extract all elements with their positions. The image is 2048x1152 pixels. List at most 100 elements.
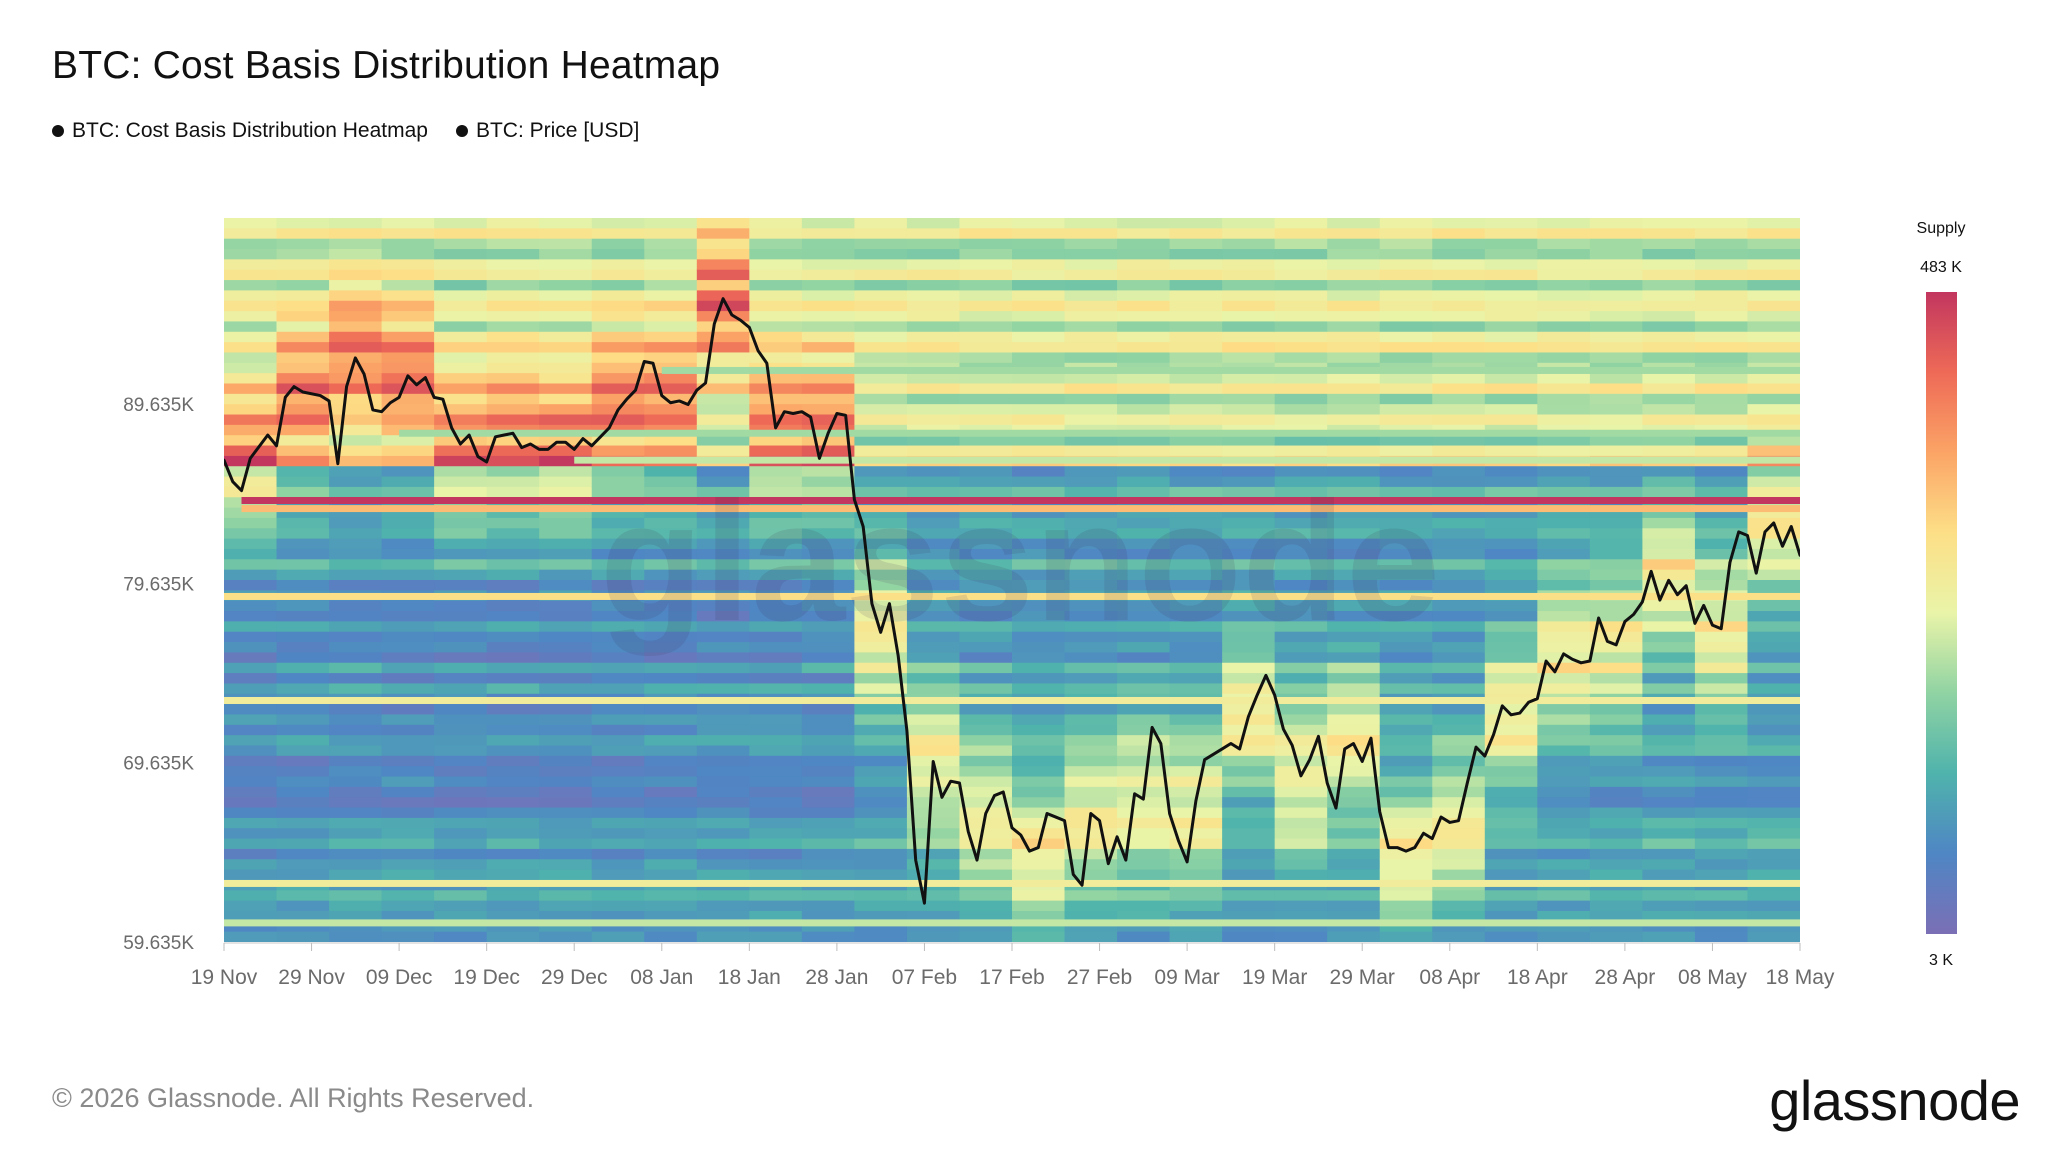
heatmap-cell <box>276 724 330 736</box>
heatmap-cell <box>801 228 855 240</box>
heatmap-cell <box>1222 683 1276 695</box>
heatmap-cell <box>539 817 593 829</box>
heatmap-cell <box>1222 383 1276 395</box>
heatmap-cell <box>329 311 383 323</box>
heatmap-cell <box>749 321 803 333</box>
heatmap-cell <box>434 704 488 716</box>
heatmap-cell <box>644 662 698 674</box>
heatmap-cell <box>644 517 698 529</box>
legend-item-heatmap[interactable]: BTC: Cost Basis Distribution Heatmap <box>52 119 428 143</box>
price-line[interactable] <box>224 297 1800 905</box>
heatmap-cell <box>591 218 645 229</box>
heatmap-cell <box>1222 559 1276 571</box>
heatmap-cell <box>1117 517 1171 529</box>
heatmap-cell <box>1117 921 1171 933</box>
heatmap-cell <box>1537 580 1591 591</box>
heatmap-cell <box>591 300 645 312</box>
heatmap-cell <box>1169 414 1223 426</box>
heatmap-cell <box>1117 910 1171 922</box>
heatmap-cell <box>854 714 908 726</box>
heatmap-cell <box>1327 249 1381 260</box>
heatmap-cell <box>1274 486 1328 498</box>
heatmap-cell <box>1747 414 1800 426</box>
heatmap-cell <box>1117 528 1171 540</box>
heatmap-cell <box>486 393 540 405</box>
heatmap-cell <box>644 249 698 260</box>
heatmap-cell <box>1169 269 1223 281</box>
heatmap-cell <box>1379 259 1433 271</box>
heatmap-cell <box>1222 404 1276 416</box>
heatmap-cell <box>276 735 330 747</box>
heatmap-cell <box>486 538 540 550</box>
heatmap-cell <box>1064 559 1118 571</box>
heatmap-cell <box>276 435 330 447</box>
heatmap-cell <box>801 528 855 540</box>
heatmap-cell <box>1432 776 1486 788</box>
heatmap-cell <box>1169 838 1223 850</box>
heatmap-cell <box>329 621 383 633</box>
heatmap-cell <box>1642 817 1696 829</box>
heatmap-cell <box>1537 900 1591 912</box>
heatmap-cell <box>539 269 593 281</box>
heatmap-cell <box>329 486 383 498</box>
heatmap-cell <box>224 228 278 240</box>
heatmap-cell <box>1642 621 1696 633</box>
heatmap-cell <box>1117 466 1171 478</box>
heatmap-cell <box>1694 238 1749 250</box>
heatmap-cell <box>1117 766 1171 778</box>
heatmap-cell <box>1169 300 1223 312</box>
heatmap-cell <box>749 714 803 726</box>
heatmap-cell <box>1747 714 1800 726</box>
heatmap-cell <box>801 445 855 457</box>
heatmap-cell <box>224 859 278 871</box>
heatmap-cell <box>959 528 1013 540</box>
heatmap-cell <box>696 600 750 612</box>
heatmap-cell <box>1432 373 1486 385</box>
heatmap-cell <box>1169 611 1223 622</box>
heatmap-cell <box>696 900 750 912</box>
x-tick-label: 28 Jan <box>805 966 868 989</box>
heatmap-cell <box>381 528 435 540</box>
heatmap-cell <box>1484 342 1538 354</box>
legend-item-price[interactable]: BTC: Price [USD] <box>455 119 639 143</box>
heatmap-cell <box>1642 580 1696 591</box>
heatmap-cell <box>1589 600 1643 612</box>
heatmap-cell <box>749 445 803 457</box>
heatmap-cell <box>1432 611 1486 622</box>
heatmap-cell <box>381 931 435 942</box>
heatmap-cell <box>696 828 750 840</box>
heatmap-cell <box>486 321 540 333</box>
heatmap-cell <box>329 559 383 571</box>
heatmap-cell <box>434 828 488 840</box>
heatmap-cell <box>1274 704 1328 716</box>
heatmap-cell <box>644 890 698 902</box>
heatmap-cell <box>539 435 593 447</box>
heatmap-cell <box>644 321 698 333</box>
heatmap-cell <box>854 435 908 447</box>
heatmap-cell <box>1274 466 1328 478</box>
heatmap-cell <box>749 373 803 385</box>
heatmap-cell <box>749 580 803 591</box>
heatmap-cell <box>381 807 435 819</box>
heatmap-cell <box>1694 807 1749 819</box>
heatmap-cell <box>644 786 698 798</box>
heatmap-cell <box>539 611 593 622</box>
x-tick-label: 27 Feb <box>1067 966 1132 989</box>
heatmap-cell <box>801 673 855 685</box>
heatmap-cell <box>1379 890 1433 902</box>
heatmap-cell <box>539 766 593 778</box>
heatmap-cell <box>906 631 961 643</box>
heatmap-cell <box>1274 807 1328 819</box>
heatmap-cell <box>1327 869 1381 881</box>
heatmap-cell <box>1064 476 1118 488</box>
heatmap-cell <box>1484 848 1538 860</box>
heatmap-cell <box>381 683 435 695</box>
heatmap-cell <box>801 724 855 736</box>
heatmap-cell <box>749 662 803 674</box>
x-tick-label: 18 May <box>1766 966 1835 989</box>
heatmap-cell <box>801 755 855 767</box>
heatmap-cell <box>1484 838 1538 850</box>
heatmap-cell <box>276 311 330 323</box>
heatmap-cell <box>276 393 330 405</box>
heatmap-cell <box>1589 786 1643 798</box>
